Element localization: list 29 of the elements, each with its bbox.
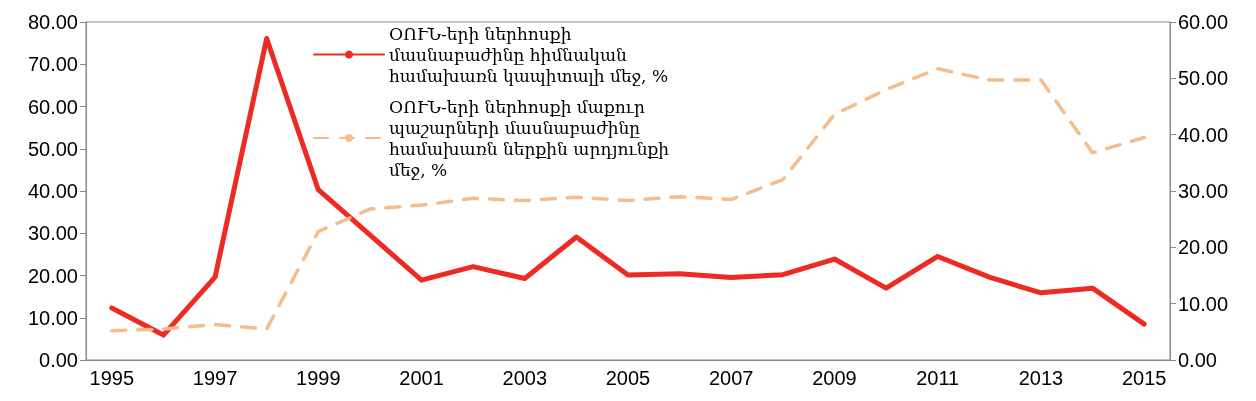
- y2-tick-label: 50.00: [1178, 67, 1229, 90]
- y-tick-label: 20.00: [27, 264, 78, 287]
- y-tick-label: 30.00: [27, 222, 78, 245]
- x-tick-label: 1997: [192, 367, 238, 389]
- x-tick-label: 2003: [502, 367, 548, 389]
- x-tick-label: 2015: [1121, 367, 1167, 389]
- y-tick-label: 70.00: [27, 53, 78, 76]
- y-tick-label: 80.00: [27, 11, 78, 33]
- y2-tick-label: 30.00: [1178, 180, 1229, 202]
- x-tick-label: 2009: [812, 367, 857, 389]
- legend-label: ՕՈՒՆ-երի ներհոսքի մաքուր պաշարների մասնաբաժինը համախառն ներքին արդյունքի մեջ, %: [389, 96, 675, 180]
- y-tick-label: 60.00: [27, 95, 78, 118]
- x-tick-label: 2011: [916, 367, 960, 389]
- legend-label: ՕՈՒՆ-երի ներհոսքի մասնաբաժինը հիմնական համախառն կապիտալի մեջ, %: [389, 23, 669, 86]
- y-tick-label: 0.00: [39, 349, 78, 371]
- y2-tick-label: 0.00: [1178, 349, 1217, 371]
- x-tick-label: 2007: [708, 367, 754, 389]
- x-tick-label: 2005: [605, 367, 651, 389]
- y2-tick-label: 60.00: [1178, 11, 1229, 33]
- y2-tick-label: 20.00: [1178, 236, 1229, 259]
- y-tick-label: 10.00: [27, 306, 78, 329]
- x-tick-label: 1999: [296, 367, 341, 389]
- x-tick-label: 2001: [399, 367, 444, 389]
- y2-tick-label: 40.00: [1178, 123, 1229, 146]
- x-tick-label: 1995: [89, 367, 135, 389]
- y2-tick-label: 10.00: [1178, 292, 1229, 315]
- y-tick-label: 40.00: [27, 180, 78, 202]
- y-tick-label: 50.00: [27, 137, 78, 160]
- x-tick-label: 2013: [1018, 367, 1064, 389]
